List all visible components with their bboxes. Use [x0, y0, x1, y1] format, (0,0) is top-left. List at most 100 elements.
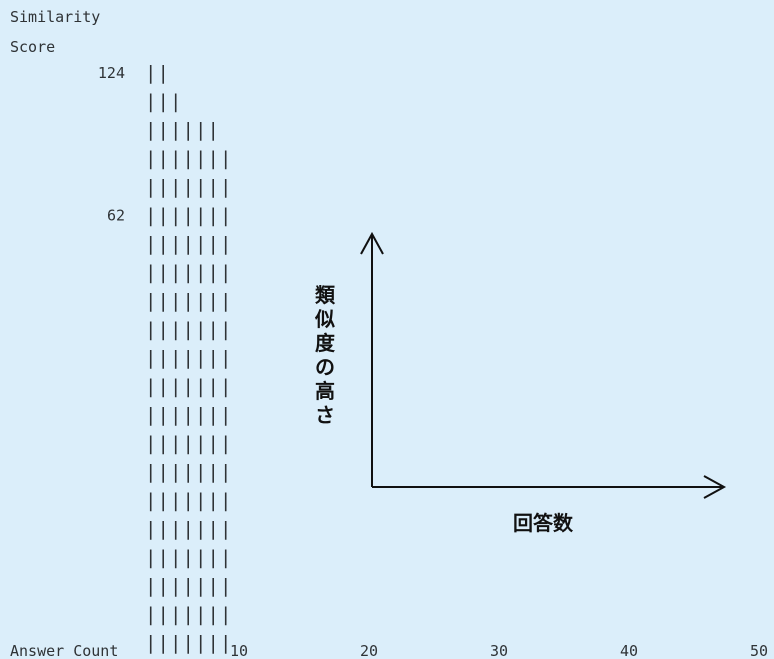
bar-segment: | — [208, 176, 219, 198]
bar-segment: | — [183, 119, 194, 141]
bar-segment: | — [220, 604, 231, 626]
bar-segment: | — [208, 119, 219, 141]
bar-segment: | — [158, 490, 169, 512]
bar-segment: | — [220, 490, 231, 512]
annotation-y-label-char: さ — [315, 403, 335, 427]
bar-segment: | — [183, 319, 194, 341]
bar-segment: | — [158, 347, 169, 369]
bar-segment: | — [158, 604, 169, 626]
bar-segment: | — [220, 176, 231, 198]
bar-segment: | — [208, 262, 219, 284]
bar-segment: | — [208, 233, 219, 255]
bar-segment: | — [220, 205, 231, 227]
bar-segment: | — [158, 518, 169, 540]
bar: | | | | | | | | | | | | | | | | | | | — [183, 119, 194, 654]
bar-segment: | — [195, 404, 206, 426]
y-tick-label: 62 — [107, 207, 125, 225]
bar-segment: | — [220, 632, 231, 654]
bar-segment: | — [183, 433, 194, 455]
x-tick-label: 40 — [620, 642, 638, 659]
bar: | | | | | | | | | | | | | | | | | | | — [195, 119, 206, 654]
bar: | | | | | | | | | | | | | | | | | | | | — [170, 91, 181, 655]
bar-segment: | — [145, 233, 156, 255]
x-ticks: 10 20 30 40 50 — [230, 642, 768, 659]
bar-segment: | — [145, 433, 156, 455]
bar-segment: | — [170, 404, 181, 426]
bar-segment: | — [220, 148, 231, 170]
bar-segment: | — [145, 62, 156, 84]
bar-segment: | — [170, 604, 181, 626]
bar-segment: | — [195, 347, 206, 369]
bar-segment: | — [158, 319, 169, 341]
bar-segment: | — [158, 461, 169, 483]
bar-segment: | — [158, 376, 169, 398]
bar-segment: | — [170, 347, 181, 369]
bar-segment: | — [195, 490, 206, 512]
bar-segment: | — [170, 433, 181, 455]
bar-segment: | — [220, 518, 231, 540]
bar-segment: | — [145, 632, 156, 654]
bar-segment: | — [195, 233, 206, 255]
bar-segment: | — [220, 290, 231, 312]
x-tick-label: 30 — [490, 642, 508, 659]
bar-segment: | — [145, 176, 156, 198]
bar-segment: | — [145, 461, 156, 483]
bar-segment: | — [170, 319, 181, 341]
annotation-y-label-char: 高 — [315, 379, 335, 403]
bar-segment: | — [208, 205, 219, 227]
x-tick-label: 50 — [750, 642, 768, 659]
annotation-vertical-arrowhead — [360, 231, 384, 255]
bar-segment: | — [183, 604, 194, 626]
bars: ||||||||||||||||||||||||||||||||||||||||… — [145, 62, 231, 654]
bar-segment: | — [195, 119, 206, 141]
bar-segment: | — [195, 148, 206, 170]
bar-segment: | — [158, 290, 169, 312]
bar-segment: | — [208, 547, 219, 569]
bar-segment: | — [208, 347, 219, 369]
bar-segment: | — [195, 205, 206, 227]
bar-segment: | — [170, 205, 181, 227]
bar: | | | | | | | | | | | | | | | | | | | — [208, 119, 219, 654]
bar-segment: | — [183, 176, 194, 198]
bar-segment: | — [170, 518, 181, 540]
bar-segment: | — [220, 233, 231, 255]
bar-segment: | — [145, 319, 156, 341]
bar-segment: | — [145, 604, 156, 626]
bar-segment: | — [145, 290, 156, 312]
bar-segment: | — [158, 91, 169, 113]
bar-segment: | — [145, 404, 156, 426]
bar-segment: | — [220, 262, 231, 284]
bar-segment: | — [183, 490, 194, 512]
bar-segment: | — [183, 347, 194, 369]
bar-segment: | — [158, 205, 169, 227]
annotation-x-label: 回答数 — [513, 511, 574, 535]
bar-segment: | — [158, 233, 169, 255]
bar-segment: | — [195, 176, 206, 198]
bar-segment: | — [195, 518, 206, 540]
bar-segment: | — [158, 632, 169, 654]
bar-segment: | — [208, 604, 219, 626]
bar-segment: | — [220, 433, 231, 455]
bar-segment: | — [195, 575, 206, 597]
bar-segment: | — [195, 376, 206, 398]
bar-segment: | — [170, 547, 181, 569]
bar-segment: | — [170, 148, 181, 170]
bar-segment: | — [195, 433, 206, 455]
x-axis-title: Answer Count — [10, 642, 118, 659]
bar-segment: | — [145, 547, 156, 569]
bar-segment: | — [208, 290, 219, 312]
bar-segment: | — [183, 205, 194, 227]
annotation-y-label-char: 類 — [315, 283, 336, 307]
bar: | | | | | | | | | | | | | | | | | | | | | — [145, 62, 156, 654]
bar-segment: | — [145, 575, 156, 597]
bar-segment: | — [145, 490, 156, 512]
bar-segment: | — [170, 461, 181, 483]
bar-segment: | — [220, 461, 231, 483]
bar-segment: | — [158, 433, 169, 455]
bar-segment: | — [145, 205, 156, 227]
bar-segment: | — [158, 575, 169, 597]
bar-segment: | — [220, 547, 231, 569]
bar-segment: | — [220, 575, 231, 597]
y-axis-title: Similarity Score — [10, 8, 100, 56]
